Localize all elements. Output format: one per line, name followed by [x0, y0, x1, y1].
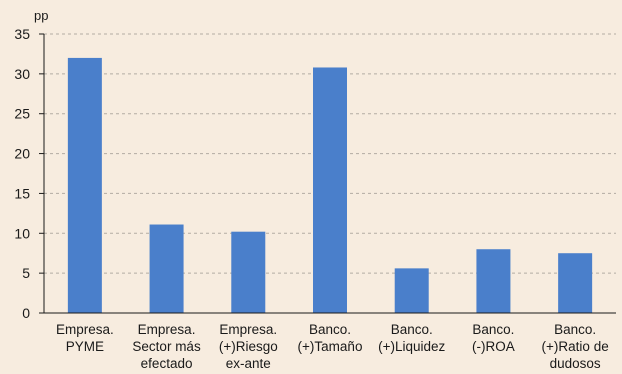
y-tick-label: 5 — [22, 265, 30, 281]
y-tick-label: 30 — [14, 66, 30, 82]
category-label: Empresa. PYME — [56, 322, 114, 354]
y-axis-unit-label: pp — [34, 8, 48, 23]
category-label-line: (+)Liquidez — [378, 339, 445, 354]
bars — [67, 57, 593, 313]
y-tick-label: 0 — [22, 305, 30, 321]
bar-1 — [67, 57, 102, 313]
category-label-line: Banco. — [554, 322, 596, 337]
category-label-line: (+)Tamaño — [298, 339, 363, 354]
y-tick-label: 25 — [14, 106, 30, 122]
category-label-line: (+)Riesgo — [219, 339, 278, 354]
category-label: Empresa. (+)Riesgo ex-ante — [219, 322, 278, 371]
category-label-line: efectado — [141, 356, 193, 371]
category-label-line: ex-ante — [226, 356, 271, 371]
category-label-line: (+)Ratio de — [542, 339, 609, 354]
gridlines — [44, 33, 616, 274]
bar-2 — [149, 224, 184, 313]
y-axis-ticks: 0 5 10 15 20 25 30 35 — [14, 26, 44, 321]
category-label-line: dudosos — [550, 356, 601, 371]
bar-7 — [558, 253, 593, 313]
category-label: Banco. (-)ROA — [472, 322, 515, 354]
category-label-line: Banco. — [309, 322, 351, 337]
y-tick-label: 20 — [14, 146, 30, 162]
category-label: Empresa. Sector más efectado — [132, 322, 201, 371]
y-tick-label: 15 — [14, 185, 30, 201]
category-label-line: Empresa. — [138, 322, 196, 337]
category-label-line: (-)ROA — [472, 339, 515, 354]
bar-4 — [313, 67, 347, 313]
y-tick-label: 10 — [14, 225, 30, 241]
category-label: Banco. (+)Tamaño — [298, 322, 363, 354]
category-label-line: Empresa. — [219, 322, 277, 337]
category-label: Banco. (+)Liquidez — [378, 322, 445, 354]
category-label-line: Banco. — [472, 322, 514, 337]
bar-6 — [476, 249, 511, 313]
category-label-line: Banco. — [391, 322, 433, 337]
category-label-line: Sector más — [132, 339, 201, 354]
category-label-line: Empresa. — [56, 322, 114, 337]
bar-3 — [231, 231, 266, 313]
category-label-line: PYME — [66, 339, 104, 354]
y-tick-label: 35 — [14, 26, 30, 42]
bar-5 — [394, 268, 429, 313]
category-label: Banco. (+)Ratio de dudosos — [542, 322, 609, 371]
